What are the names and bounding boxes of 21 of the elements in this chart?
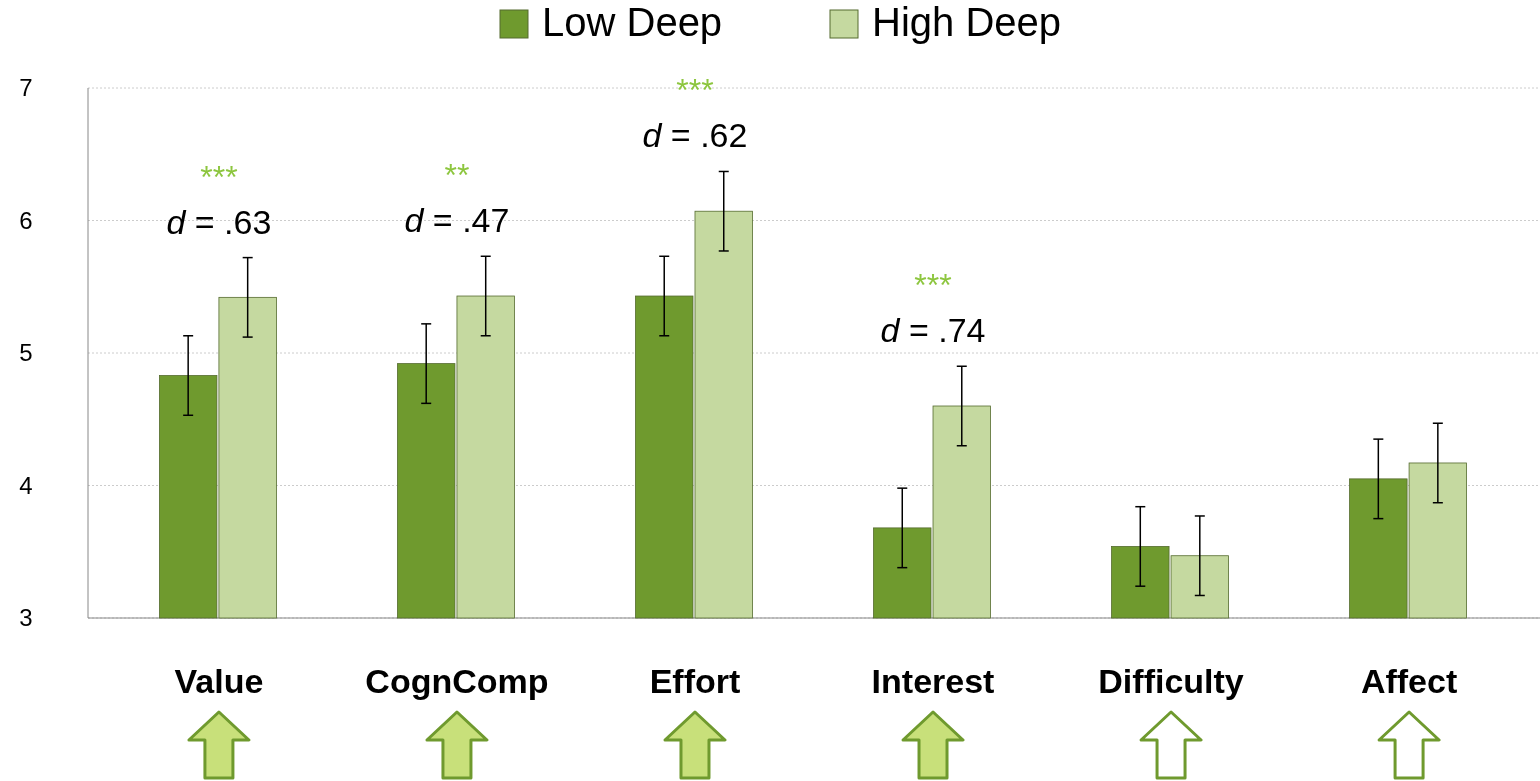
- y-tick-label: 6: [19, 206, 33, 234]
- annotation: d = .47: [404, 201, 510, 240]
- x-tick-label: Difficulty: [1098, 662, 1244, 700]
- y-tick-label: 7: [19, 74, 33, 102]
- x-tick-label: Effort: [649, 662, 741, 700]
- x-tick-label: CognComp: [365, 662, 549, 700]
- y-tick-label: 5: [19, 339, 33, 367]
- annotation: d = .62: [642, 116, 748, 155]
- annotation: **: [444, 157, 470, 194]
- annotation: ***: [676, 72, 714, 109]
- legend-label: High Deep: [872, 0, 1062, 44]
- y-tick-label: 3: [19, 604, 33, 632]
- annotation: d = .63: [166, 202, 272, 241]
- x-tick-label: Interest: [871, 662, 995, 700]
- annotation: ***: [200, 158, 238, 195]
- annotation: ***: [914, 267, 952, 304]
- x-tick-label: Affect: [1360, 662, 1458, 700]
- annotation: d = .74: [880, 311, 986, 350]
- y-tick-label: 4: [19, 471, 33, 499]
- x-tick-label: Value: [174, 662, 264, 700]
- legend-label: Low Deep: [542, 0, 723, 44]
